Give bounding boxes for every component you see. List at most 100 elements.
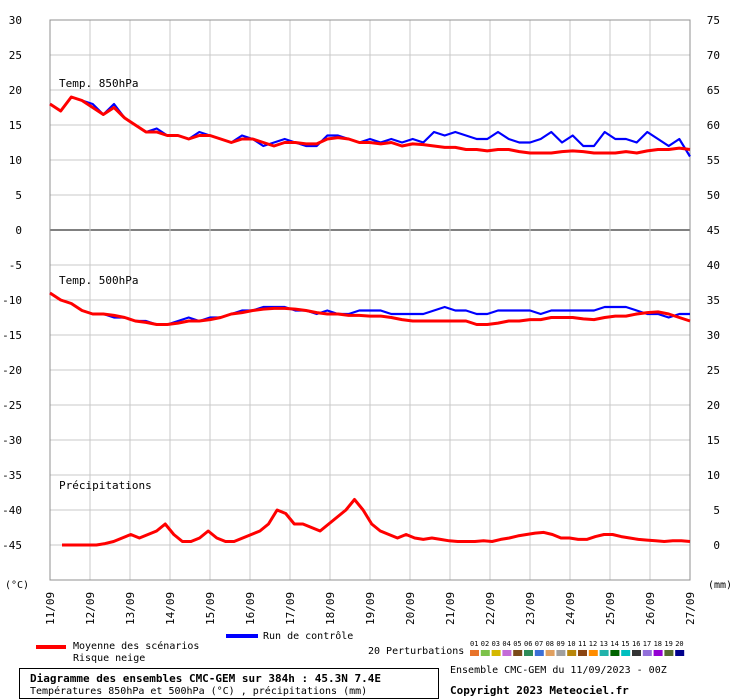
x-tick-label: 20/09 bbox=[404, 592, 417, 625]
perturbation-number: 02 bbox=[481, 640, 489, 648]
perturbation-swatch bbox=[470, 650, 479, 656]
chart-title: Diagramme des ensembles CMC-GEM sur 384h… bbox=[30, 672, 381, 685]
legend-perturbations-label: 20 Perturbations bbox=[368, 646, 465, 657]
left-tick-label: 5 bbox=[15, 189, 22, 202]
title-box: Diagramme des ensembles CMC-GEM sur 384h… bbox=[19, 668, 439, 699]
perturbation-swatch bbox=[642, 650, 652, 656]
left-tick-label: -10 bbox=[2, 294, 22, 307]
x-tick-label: 24/09 bbox=[564, 592, 577, 625]
control-series-line-850 bbox=[49, 95, 691, 158]
left-tick-label: 25 bbox=[9, 49, 22, 62]
x-tick-label: 15/09 bbox=[204, 592, 217, 625]
perturbation-swatch bbox=[491, 650, 501, 656]
left-tick-label: -40 bbox=[2, 504, 22, 517]
left-tick-label: -45 bbox=[2, 539, 22, 552]
right-tick-label: 5 bbox=[713, 504, 720, 517]
x-tick-label: 12/09 bbox=[84, 592, 97, 625]
x-tick-label: 16/09 bbox=[244, 592, 257, 625]
perturbation-number: 18 bbox=[654, 640, 662, 648]
right-tick-label: 15 bbox=[707, 434, 720, 447]
perturbation-swatch bbox=[653, 650, 663, 656]
right-tick-label: 10 bbox=[707, 469, 720, 482]
ensemble-run-label: Ensemble CMC-GEM du 11/09/2023 - 00Z bbox=[450, 665, 667, 676]
right-tick-label: 0 bbox=[713, 539, 720, 552]
perturbation-number: 01 bbox=[470, 640, 478, 648]
right-tick-label: 25 bbox=[707, 364, 720, 377]
x-tick-label: 19/09 bbox=[364, 592, 377, 625]
x-tick-label: 17/09 bbox=[284, 592, 297, 625]
perturbation-number: 09 bbox=[556, 640, 564, 648]
perturbation-swatch bbox=[502, 650, 512, 656]
perturbation-swatch bbox=[545, 650, 555, 656]
perturbation-swatch bbox=[556, 650, 566, 656]
x-tick-label: 22/09 bbox=[484, 592, 497, 625]
perturbation-swatch bbox=[480, 650, 490, 656]
left-tick-label: 15 bbox=[9, 119, 22, 132]
perturbation-number: 04 bbox=[502, 640, 510, 648]
x-tick-label: 23/09 bbox=[524, 592, 537, 625]
x-tick-label: 21/09 bbox=[444, 592, 457, 625]
left-tick-label: 30 bbox=[9, 14, 22, 27]
legend-control-label: Run de contrôle bbox=[263, 631, 354, 642]
plot-frame bbox=[49, 19, 691, 581]
x-tick-label: 18/09 bbox=[324, 592, 337, 625]
x-tick-label: 25/09 bbox=[604, 592, 617, 625]
right-unit-label: (mm) bbox=[708, 580, 733, 591]
perturbation-number: 13 bbox=[600, 640, 608, 648]
x-tick-label: 14/09 bbox=[164, 592, 177, 625]
perturbation-number: 05 bbox=[513, 640, 521, 648]
perturbation-swatch bbox=[675, 650, 685, 656]
x-tick-label: 27/09 bbox=[684, 592, 697, 625]
perturbation-swatch bbox=[664, 650, 674, 656]
perturbation-number: 17 bbox=[643, 640, 651, 648]
panel-label: Précipitations bbox=[59, 479, 152, 492]
left-tick-label: -30 bbox=[2, 434, 22, 447]
left-tick-label: -15 bbox=[2, 329, 22, 342]
mean-series-line-precip bbox=[62, 498, 691, 547]
left-tick-label: -20 bbox=[2, 364, 22, 377]
perturbation-swatch bbox=[567, 650, 577, 656]
perturbation-swatch bbox=[578, 650, 587, 656]
right-tick-label: 65 bbox=[707, 84, 720, 97]
perturbation-swatch bbox=[524, 650, 533, 656]
perturbation-number: 14 bbox=[610, 640, 618, 648]
legend-snow-label: Risque neige bbox=[73, 653, 146, 664]
right-tick-label: 75 bbox=[707, 14, 720, 27]
perturbation-number: 15 bbox=[621, 640, 629, 648]
right-tick-label: 30 bbox=[707, 329, 720, 342]
copyright-label: Copyright 2023 Meteociel.fr bbox=[450, 684, 629, 697]
perturbation-swatch bbox=[599, 650, 609, 656]
perturbation-number: 03 bbox=[492, 640, 500, 648]
perturbation-swatch bbox=[632, 650, 641, 656]
x-tick-label: 11/09 bbox=[44, 592, 57, 625]
perturbation-swatch bbox=[621, 650, 631, 656]
perturbation-number: 11 bbox=[578, 640, 586, 648]
perturbation-number: 10 bbox=[567, 640, 575, 648]
legend-mean-label: Moyenne des scénarios bbox=[73, 641, 200, 652]
perturbation-number: 06 bbox=[524, 640, 532, 648]
perturbation-number: 08 bbox=[546, 640, 554, 648]
right-tick-label: 70 bbox=[707, 49, 720, 62]
left-tick-label: -25 bbox=[2, 399, 22, 412]
left-tick-label: 10 bbox=[9, 154, 22, 167]
perturbation-number: 16 bbox=[632, 640, 640, 648]
panel-label: Temp. 850hPa bbox=[59, 77, 138, 90]
right-tick-label: 20 bbox=[707, 399, 720, 412]
panel-label: Temp. 500hPa bbox=[59, 274, 138, 287]
chart-subtitle: Températures 850hPa et 500hPa (°C) , pré… bbox=[30, 686, 368, 697]
right-tick-label: 60 bbox=[707, 119, 720, 132]
perturbation-swatch bbox=[534, 650, 544, 656]
right-tick-label: 55 bbox=[707, 154, 720, 167]
x-tick-label: 13/09 bbox=[124, 592, 137, 625]
left-tick-label: 0 bbox=[15, 224, 22, 237]
right-tick-label: 50 bbox=[707, 189, 720, 202]
left-unit-label: (°C) bbox=[5, 580, 30, 591]
left-tick-label: -5 bbox=[9, 259, 22, 272]
right-tick-label: 40 bbox=[707, 259, 720, 272]
x-tick-label: 26/09 bbox=[644, 592, 657, 625]
perturbation-swatch bbox=[588, 650, 598, 656]
perturbation-swatch bbox=[610, 650, 620, 656]
perturbation-number: 20 bbox=[675, 640, 683, 648]
perturbation-swatch bbox=[513, 650, 523, 656]
